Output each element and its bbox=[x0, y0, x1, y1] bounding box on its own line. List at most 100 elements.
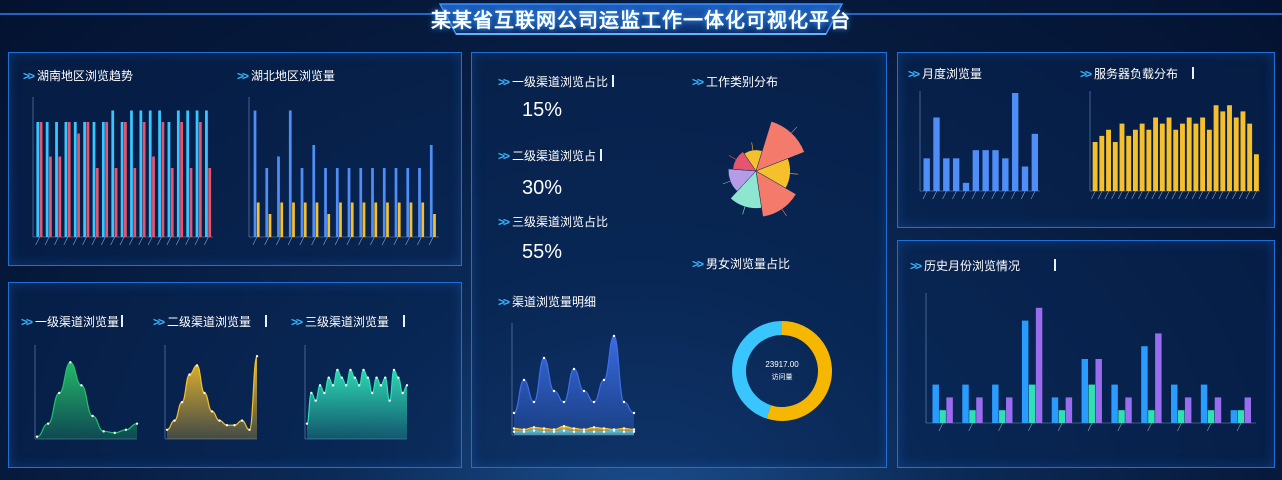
data-point bbox=[632, 428, 636, 431]
panel-title-monthly: >> 月度浏览量 bbox=[908, 65, 982, 82]
chart-bar bbox=[409, 202, 413, 237]
x-tick-mark bbox=[147, 236, 153, 246]
chart-bar bbox=[932, 384, 939, 423]
x-tick-mark bbox=[998, 422, 1003, 432]
x-tick-mark bbox=[1252, 190, 1257, 200]
panel-title-level3: >> 三级渠道浏览量 bbox=[291, 313, 406, 330]
x-tick-mark bbox=[1205, 190, 1210, 200]
panel-region-views: >> 湖南地区浏览趋势 >> 湖北地区浏览量 bbox=[8, 52, 462, 266]
title-divider bbox=[403, 315, 406, 327]
chart-bar bbox=[189, 168, 193, 237]
chart-bar bbox=[1200, 384, 1208, 423]
chart-bar bbox=[1106, 129, 1111, 191]
chart-bar bbox=[1230, 410, 1238, 423]
chart-bar bbox=[49, 156, 52, 237]
x-tick-mark bbox=[952, 190, 957, 200]
data-point bbox=[572, 427, 576, 430]
panel-title-server-load: >> 服务器负载分布 bbox=[1080, 65, 1195, 82]
chart-bar bbox=[133, 168, 137, 237]
data-point bbox=[522, 378, 526, 382]
chart-bar bbox=[1021, 166, 1029, 191]
x-tick-mark bbox=[971, 190, 977, 200]
x-tick-mark bbox=[323, 236, 328, 246]
data-point bbox=[135, 422, 139, 425]
chart-bar bbox=[312, 145, 316, 237]
chart-bar bbox=[288, 110, 292, 237]
chart-bar bbox=[1186, 117, 1192, 191]
data-point bbox=[592, 400, 596, 404]
x-tick-mark bbox=[1020, 190, 1026, 200]
chart-bar bbox=[303, 202, 307, 237]
x-tick-mark bbox=[175, 236, 181, 246]
chart-bar bbox=[120, 122, 124, 237]
x-tick-mark bbox=[35, 236, 40, 246]
panel-history-monthly: >> 历史月份浏览情况 bbox=[897, 240, 1275, 468]
chart-bar bbox=[1214, 397, 1222, 423]
panel-channel-views: >> 一级渠道浏览量 >> 二级渠道浏览量 >> 三级渠道浏览量 bbox=[8, 282, 462, 468]
chart-bar bbox=[253, 110, 257, 237]
chart-bar bbox=[1200, 117, 1206, 191]
chart-bar bbox=[418, 168, 421, 237]
chevron-right-icon: >> bbox=[498, 215, 510, 229]
chart-bar bbox=[1058, 410, 1066, 423]
chart-bar bbox=[36, 122, 40, 237]
chart-bar bbox=[186, 110, 190, 237]
chevron-right-icon: >> bbox=[21, 315, 33, 329]
chart-bar bbox=[265, 168, 269, 237]
chart-bar bbox=[386, 202, 389, 237]
chart-bar bbox=[195, 110, 199, 237]
panel-title-text: 二级渠道浏览量 bbox=[167, 315, 252, 329]
data-point bbox=[552, 389, 556, 393]
chart-bar bbox=[1227, 105, 1232, 191]
panel-channel-share: >> 一级渠道浏览占比 15% >> 二级渠道浏览占 30% >> 三级渠道浏览占比 … bbox=[471, 52, 887, 468]
chart-bar bbox=[1021, 320, 1029, 423]
chart-bar bbox=[208, 168, 212, 237]
level2-share-value: 30% bbox=[522, 177, 563, 199]
rose-slice bbox=[730, 170, 762, 209]
level3-share-value: 55% bbox=[522, 241, 563, 263]
chart-bar bbox=[371, 168, 374, 237]
chart-bar bbox=[1193, 123, 1199, 191]
data-point bbox=[602, 430, 606, 433]
x-tick-mark bbox=[311, 236, 316, 246]
chart-bar bbox=[429, 145, 433, 237]
data-point bbox=[240, 419, 244, 422]
chart-bar bbox=[170, 168, 174, 237]
chart-bar bbox=[1207, 410, 1215, 423]
x-tick-mark bbox=[1165, 190, 1170, 200]
data-point bbox=[542, 427, 546, 430]
panel-title-level1: >> 一级渠道浏览量 bbox=[21, 313, 124, 330]
chart-bar bbox=[205, 110, 208, 237]
chart-bar bbox=[67, 122, 71, 237]
panel-title-level2: >> 二级渠道浏览量 bbox=[153, 313, 268, 330]
chart-bar bbox=[142, 122, 146, 237]
data-point bbox=[340, 376, 343, 379]
chart-bar bbox=[1184, 397, 1192, 423]
data-point bbox=[80, 384, 83, 387]
chart-bar bbox=[1051, 397, 1059, 423]
x-tick-mark bbox=[1111, 190, 1116, 200]
x-tick-mark bbox=[417, 236, 422, 246]
chart-bar bbox=[1011, 93, 1019, 191]
title-divider bbox=[1054, 259, 1057, 271]
x-tick-mark bbox=[942, 190, 947, 200]
title-divider bbox=[121, 315, 124, 327]
chart-bar bbox=[39, 122, 43, 237]
chart-bar bbox=[992, 150, 999, 191]
data-point bbox=[582, 430, 586, 433]
chart-bar bbox=[300, 168, 304, 237]
chart-bar bbox=[1092, 142, 1098, 191]
chevron-right-icon: >> bbox=[692, 75, 704, 89]
chart-history-monthly bbox=[925, 293, 1256, 432]
chart-bar bbox=[982, 150, 989, 191]
chart-bar bbox=[114, 168, 118, 237]
chart-bar bbox=[421, 202, 425, 237]
data-point bbox=[384, 376, 387, 379]
chevron-right-icon: >> bbox=[237, 69, 249, 83]
panel-title-text: 渠道浏览量明细 bbox=[512, 295, 597, 309]
panel-title-gender-share: >> 男女浏览量占比 bbox=[692, 255, 790, 272]
data-point bbox=[582, 389, 586, 393]
x-tick-mark bbox=[1158, 190, 1163, 200]
data-point bbox=[91, 414, 94, 418]
panel-title-text: 三级渠道浏览占比 bbox=[512, 215, 609, 229]
